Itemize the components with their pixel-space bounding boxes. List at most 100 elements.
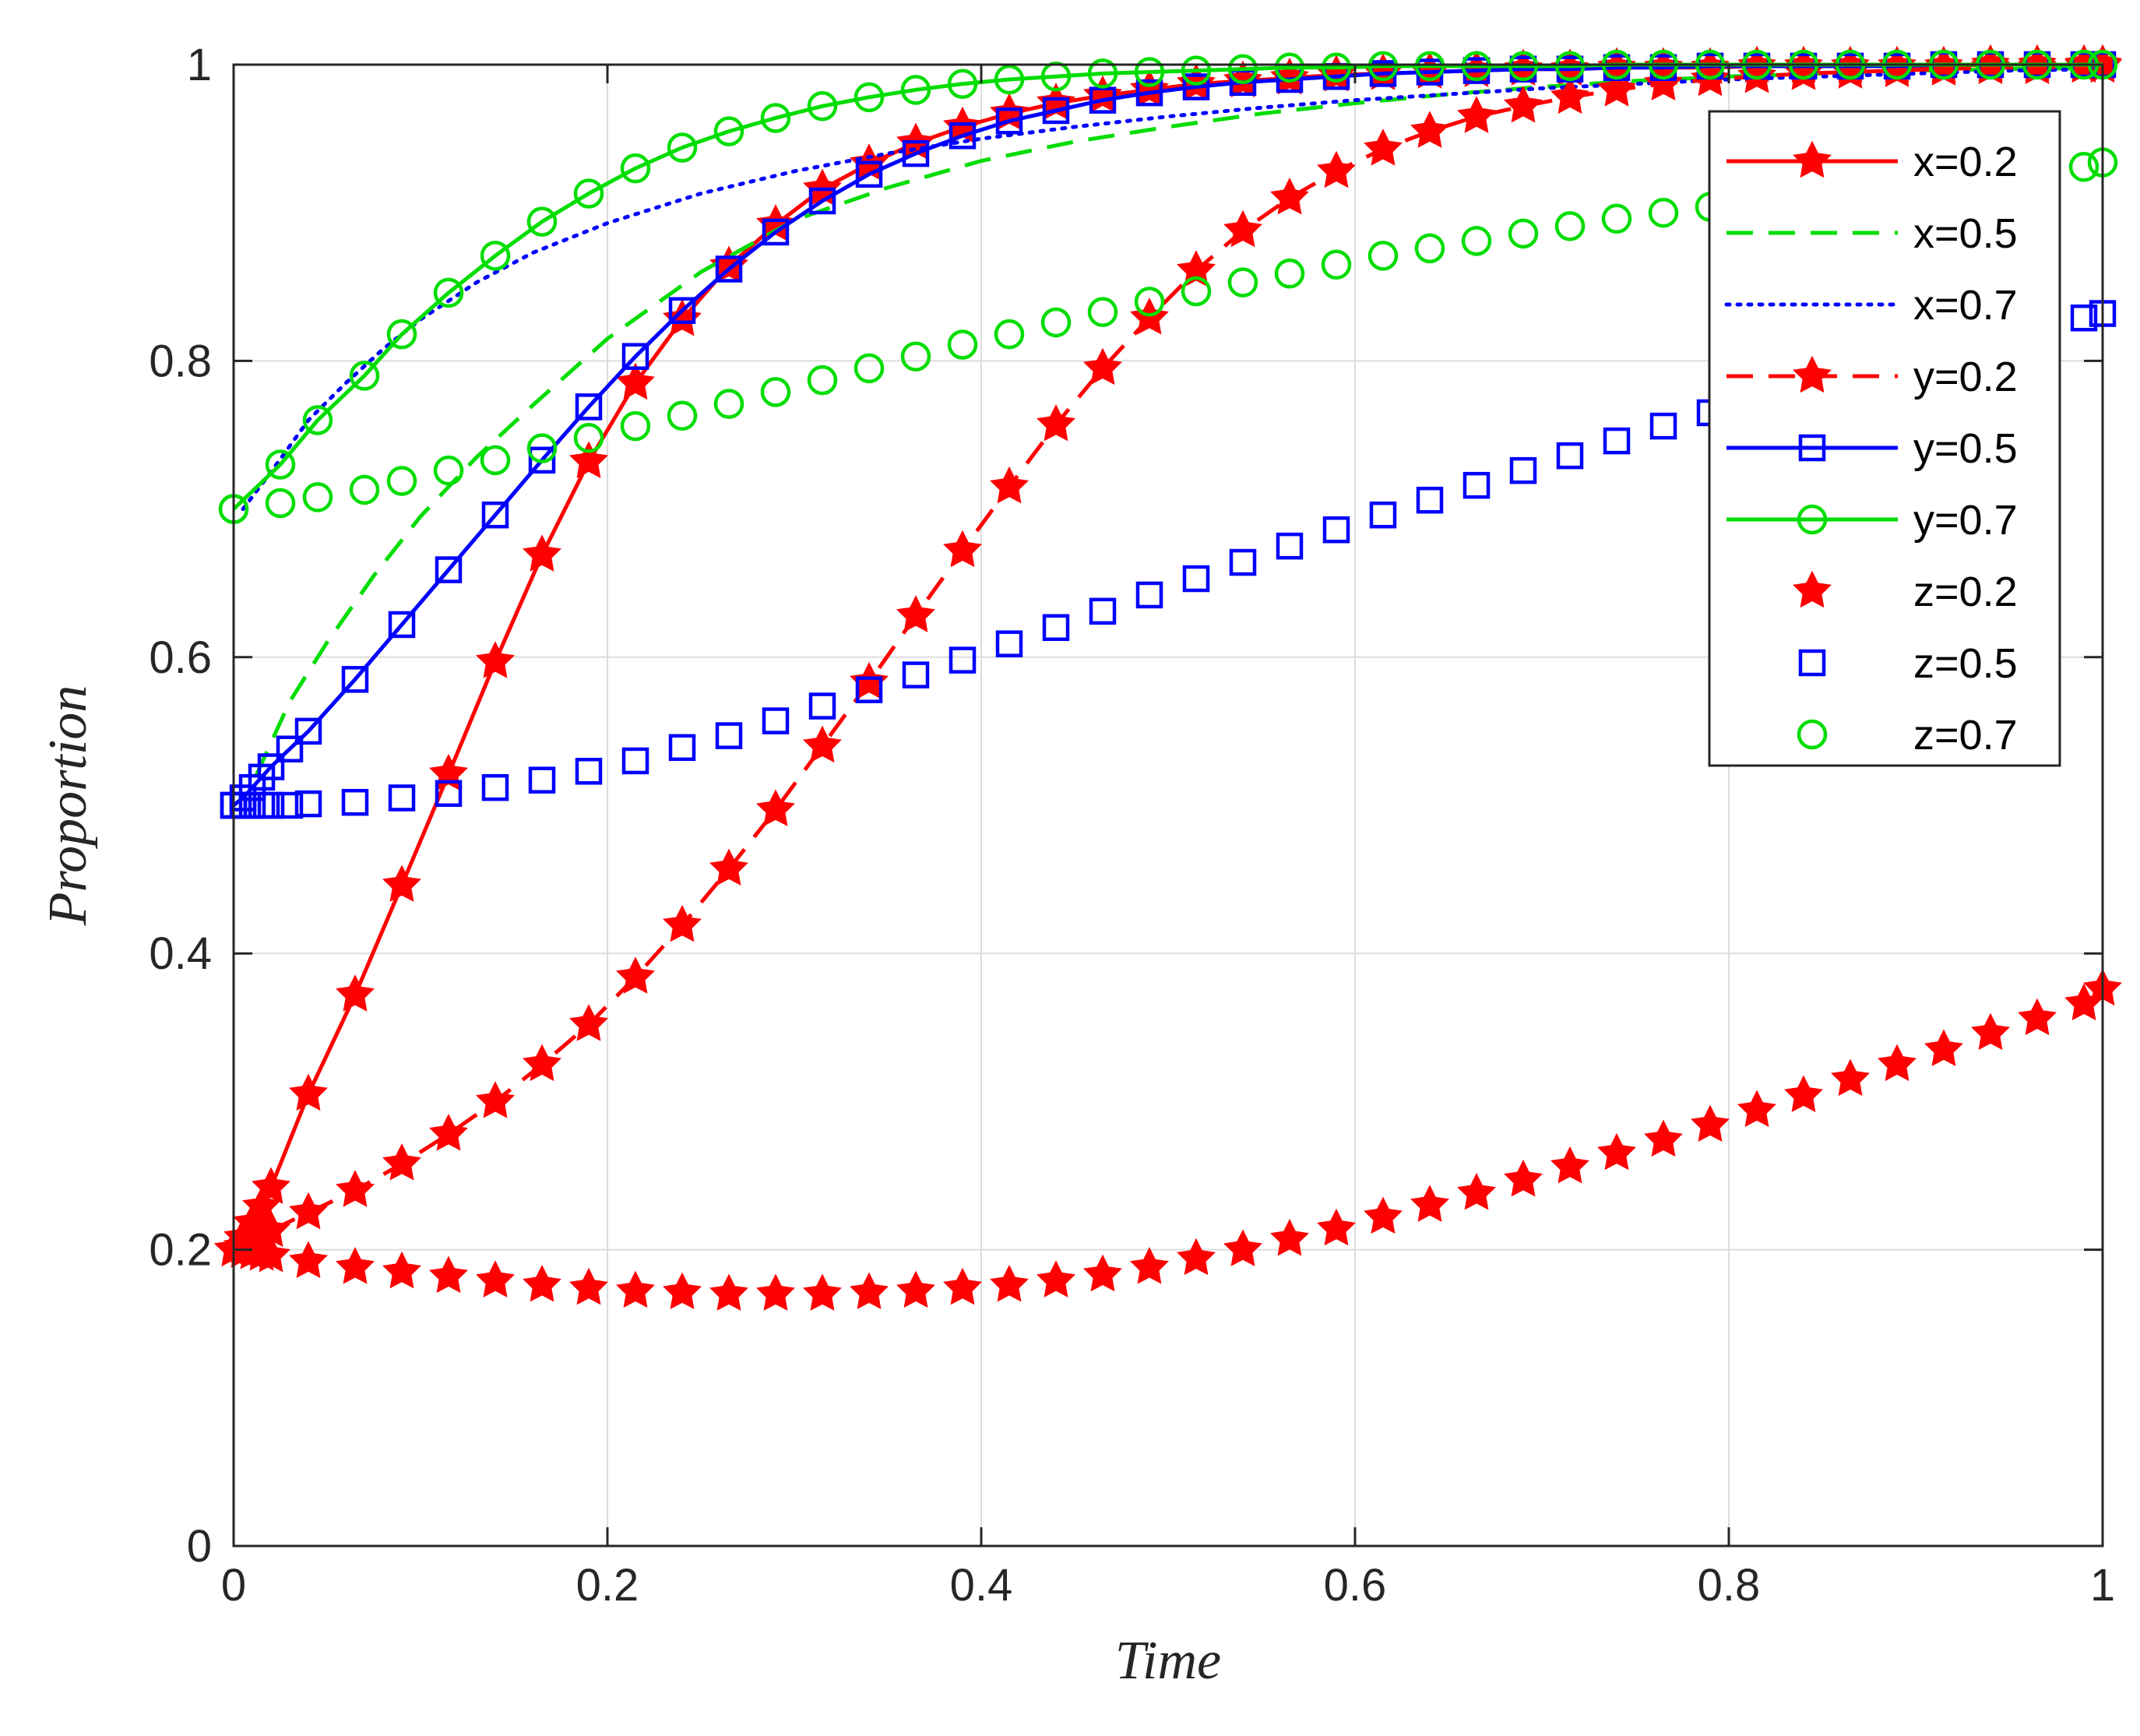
- data-point-z-0-5: [575, 758, 603, 785]
- data-point-y-0-5: [621, 343, 649, 370]
- data-point-y-0-5: [1135, 79, 1163, 107]
- data-point-z-0-2: [523, 1264, 561, 1302]
- data-point-z-0-7: [947, 329, 978, 360]
- data-point-y-0-7: [1087, 58, 1118, 89]
- legend-marker-sample: [1798, 649, 1826, 677]
- data-point-z-0-2: [1270, 1219, 1309, 1256]
- axes-frame: [232, 63, 2104, 1548]
- data-point-y-0-2: [1037, 403, 1075, 442]
- data-point-z-0-5: [528, 766, 556, 794]
- data-point-y-0-7: [1461, 51, 1492, 82]
- data-point-z-0-2: [616, 1270, 655, 1308]
- data-point-y-0-7: [386, 319, 417, 350]
- data-point-z-0-7: [1274, 258, 1305, 289]
- data-point-z-0-7: [386, 466, 417, 496]
- series-line-x-0-5: [254, 65, 2103, 777]
- data-point-y-0-5: [668, 297, 696, 324]
- data-point-y-0-2: [1457, 96, 1496, 133]
- legend-label: x=0.2: [1913, 139, 2018, 185]
- data-point-y-0-7: [1321, 52, 1352, 83]
- data-point-z-0-5: [1462, 471, 1491, 499]
- data-point-y-0-2: [1597, 69, 1636, 107]
- data-point-z-0-5: [481, 773, 509, 801]
- series-x-0-5: [254, 65, 2103, 777]
- y-tick-label: 0.8: [149, 336, 212, 386]
- data-point-y-0-7: [620, 153, 651, 184]
- data-point-z-0-7: [526, 433, 558, 463]
- data-point-y-0-7: [854, 82, 885, 113]
- data-point-z-0-2: [803, 1273, 842, 1311]
- data-point-x-0-2: [523, 534, 561, 572]
- data-point-y-0-5: [257, 753, 285, 780]
- data-point-z-0-5: [1509, 456, 1537, 484]
- data-point-z-0-2: [429, 1255, 468, 1294]
- data-point-z-0-5: [1603, 427, 1631, 455]
- data-point-x-0-2: [663, 298, 702, 336]
- data-point-y-0-5: [715, 255, 743, 283]
- legend-label: z=0.7: [1913, 712, 2018, 759]
- legend-box: [1708, 110, 2061, 767]
- data-point-y-0-2: [336, 1170, 375, 1207]
- data-point-x-0-2: [476, 641, 515, 678]
- data-point-y-0-2: [382, 1143, 421, 1181]
- data-point-y-0-2: [1364, 129, 1403, 166]
- data-point-z-0-5: [1182, 565, 1210, 593]
- data-point-z-0-7: [900, 341, 931, 371]
- data-point-z-0-7: [573, 423, 604, 453]
- y-tick-label: 1: [187, 40, 212, 90]
- data-point-y-0-5: [528, 446, 556, 474]
- data-point-y-0-7: [1274, 52, 1305, 83]
- legend-item-z-0-5: z=0.5: [1798, 640, 2018, 687]
- data-point-z-0-7: [1508, 218, 1539, 249]
- data-point-z-0-5: [2070, 304, 2098, 332]
- legend: x=0.2 x=0.5 x=0.7 y=0.2 y=0.5 y=0.7 z=0.2 z=0.5…: [1708, 110, 2061, 767]
- data-point-z-0-2: [709, 1273, 748, 1311]
- legend-marker-sample: [1793, 140, 1832, 178]
- data-point-z-0-2: [896, 1270, 935, 1308]
- data-point-y-0-7: [1227, 54, 1258, 84]
- data-point-z-0-2: [756, 1273, 795, 1311]
- data-point-y-0-7: [349, 361, 380, 391]
- data-point-z-0-2: [1504, 1159, 1543, 1197]
- data-point-z-0-5: [257, 791, 285, 819]
- data-point-z-0-2: [252, 1234, 290, 1273]
- x-tick-label: 1: [2090, 1560, 2115, 1611]
- data-point-y-0-7: [713, 116, 744, 146]
- data-point-y-0-5: [481, 501, 509, 529]
- data-point-z-0-7: [302, 482, 333, 512]
- data-point-y-0-5: [388, 611, 416, 639]
- data-point-z-0-7: [1040, 307, 1072, 338]
- data-point-x-0-2: [252, 1167, 290, 1204]
- data-point-y-0-5: [1042, 97, 1070, 125]
- y-axis-label: Proportion: [38, 685, 98, 927]
- data-point-z-0-2: [1177, 1238, 1216, 1276]
- legend-item-y-0-7: y=0.7: [1726, 497, 2018, 544]
- data-point-y-0-2: [990, 466, 1029, 504]
- data-point-y-0-7: [1040, 61, 1072, 92]
- data-point-z-0-2: [476, 1260, 515, 1298]
- data-point-z-0-2: [850, 1272, 889, 1310]
- data-point-z-0-2: [1691, 1104, 1730, 1143]
- data-point-z-0-2: [1831, 1058, 1870, 1097]
- legend-marker-sample: [1793, 570, 1832, 608]
- y-tick-label: 0.6: [149, 632, 212, 683]
- data-point-y-0-2: [523, 1044, 561, 1082]
- data-point-y-0-5: [294, 717, 322, 745]
- data-point-z-0-7: [854, 353, 885, 384]
- data-point-y-0-2: [1644, 63, 1683, 100]
- legend-marker-sample: [1797, 504, 1828, 535]
- data-point-x-0-2: [616, 362, 655, 400]
- data-point-y-0-7: [994, 64, 1025, 95]
- data-point-z-0-2: [990, 1264, 1029, 1302]
- data-point-y-0-2: [1270, 177, 1309, 215]
- data-point-z-0-5: [388, 784, 416, 812]
- data-point-z-0-5: [1416, 486, 1444, 514]
- data-point-y-0-5: [762, 218, 790, 246]
- data-point-z-0-5: [855, 676, 883, 703]
- data-point-z-0-2: [1223, 1229, 1262, 1266]
- data-point-y-0-2: [1177, 250, 1216, 287]
- legend-label: x=0.5: [1913, 210, 2018, 257]
- data-point-z-0-7: [2068, 151, 2100, 182]
- y-tick-label: 0.2: [149, 1225, 212, 1276]
